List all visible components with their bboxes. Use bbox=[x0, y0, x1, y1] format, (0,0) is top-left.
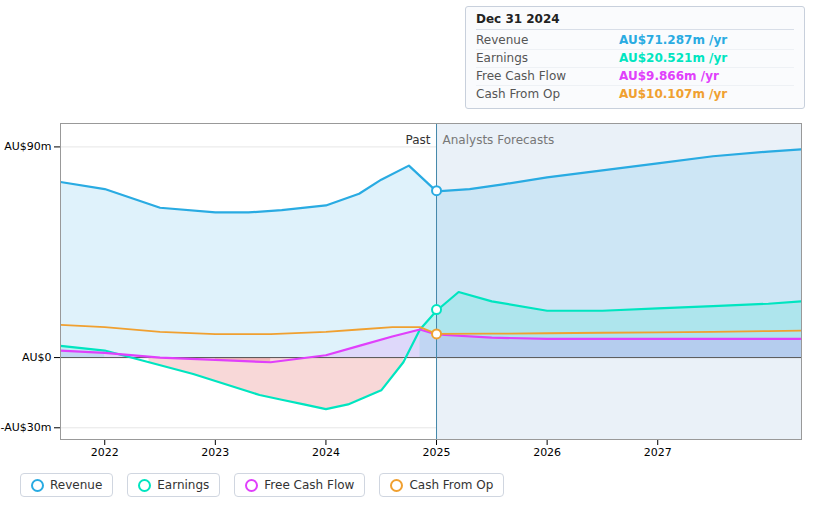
svg-text:2025: 2025 bbox=[423, 446, 451, 459]
svg-text:-AU$30m: -AU$30m bbox=[0, 421, 51, 434]
svg-text:2022: 2022 bbox=[91, 446, 119, 459]
html-text:AU$9.866m /yr: AU$9.866m /yr bbox=[619, 69, 719, 83]
svg-text:Past: Past bbox=[406, 133, 431, 147]
html-text:AU$71.287m /yr: AU$71.287m /yr bbox=[619, 33, 728, 47]
html-text:Dec 31 2024: Dec 31 2024 bbox=[476, 12, 560, 26]
svg-text:2024: 2024 bbox=[312, 446, 340, 459]
html-text:AU$10.107m /yr: AU$10.107m /yr bbox=[619, 87, 728, 101]
html-text:Revenue: Revenue bbox=[476, 33, 529, 47]
html-text:Earnings: Earnings bbox=[476, 51, 529, 65]
html-text:Earnings: Earnings bbox=[157, 478, 210, 492]
html-text:AU$20.521m /yr: AU$20.521m /yr bbox=[619, 51, 728, 65]
html-text:Cash From Op: Cash From Op bbox=[409, 478, 494, 492]
svg-text:2026: 2026 bbox=[533, 446, 561, 459]
svg-text:2027: 2027 bbox=[644, 446, 672, 459]
html-text:Free Cash Flow: Free Cash Flow bbox=[264, 478, 355, 492]
html-text:Revenue: Revenue bbox=[50, 478, 103, 492]
svg-text:Analysts Forecasts: Analysts Forecasts bbox=[443, 133, 555, 147]
svg-text:AU$0: AU$0 bbox=[22, 351, 52, 364]
html-text:Cash From Op: Cash From Op bbox=[476, 87, 560, 101]
svg-text:AU$90m: AU$90m bbox=[4, 140, 51, 153]
svg-text:2023: 2023 bbox=[201, 446, 229, 459]
html-text:Free Cash Flow: Free Cash Flow bbox=[476, 69, 567, 83]
